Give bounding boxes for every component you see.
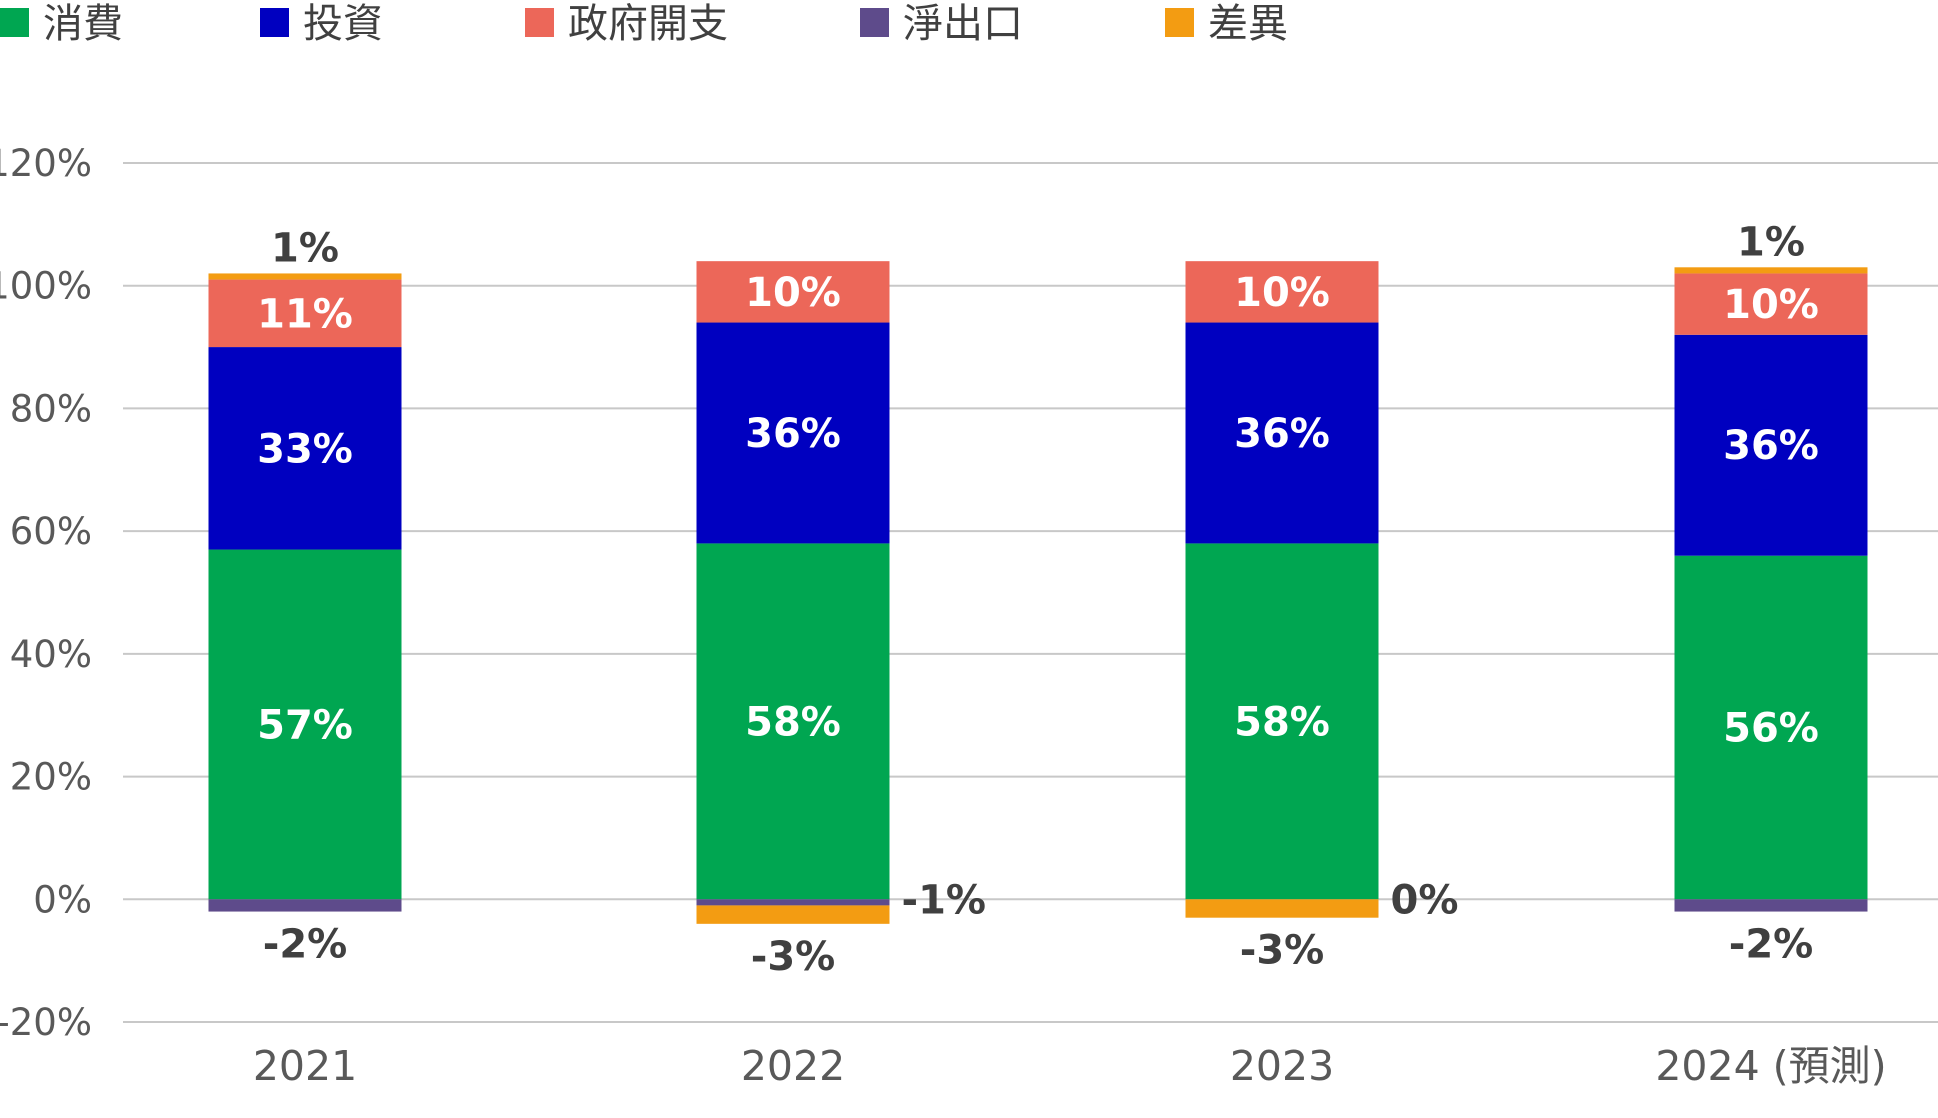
data-label-3-1: 36% [1723, 423, 1819, 469]
bar-segment-2-1 [1185, 322, 1379, 544]
bars [208, 261, 1868, 924]
data-label-3-3: -2% [1729, 922, 1814, 968]
data-label-0-3: -2% [263, 922, 348, 968]
bar-segment-3-0 [1674, 555, 1868, 900]
data-label-0-4: 1% [271, 225, 339, 271]
bar-segment-3-4 [1674, 267, 1868, 274]
data-label-2-1: 36% [1234, 411, 1330, 457]
data-label-3-2: 10% [1723, 282, 1819, 328]
bar-segment-3-1 [1674, 334, 1868, 556]
bar-segment-2-2 [1185, 261, 1379, 323]
x-tick-label: 2024 (預測) [1655, 1042, 1886, 1090]
legend-label-2: 政府開支 [568, 1, 728, 47]
bar-segment-2-0 [1185, 543, 1379, 900]
data-label-3-0: 56% [1723, 705, 1819, 751]
gridlines [123, 162, 1938, 1023]
data-label-3-4: 1% [1737, 219, 1805, 265]
data-label-2-0: 58% [1234, 699, 1330, 745]
data-label-1-0: 58% [745, 699, 841, 745]
y-tick-label: 20% [10, 756, 92, 799]
legend-swatch-3 [860, 8, 889, 37]
bar-segment-0-4 [208, 273, 402, 280]
y-tick-label: 40% [10, 633, 92, 676]
legend-label-4: 差異 [1208, 1, 1288, 47]
legend-swatch-1 [260, 8, 289, 37]
y-tick-label: 120% [0, 142, 92, 185]
bar-segment-0-3 [208, 899, 402, 912]
bar-segment-1-0 [696, 543, 890, 900]
legend-swatch-2 [525, 8, 554, 37]
x-tick-label: 2022 [741, 1042, 845, 1090]
bar-segment-0-0 [208, 549, 402, 900]
y-tick-label: 80% [10, 387, 92, 430]
bar-segment-3-2 [1674, 273, 1868, 335]
y-tick-label: 60% [10, 510, 92, 553]
data-label-0-0: 57% [257, 702, 353, 748]
y-tick-label: 100% [0, 265, 92, 308]
x-tick-label: 2021 [253, 1042, 357, 1090]
bar-segment-1-3 [696, 899, 890, 906]
data-label-0-1: 33% [257, 426, 353, 472]
data-labels: 57% 33% 11% -2% 1% 58% 36% 10% -1% -3% 58% 36% 10% 0%… [257, 219, 1819, 980]
data-label-1-4: -3% [751, 934, 836, 980]
bar-segment-1-4 [696, 905, 890, 924]
legend: 消費 投資 政府開支 淨出口 差異 [0, 1, 1288, 47]
data-label-1-3: -1% [902, 877, 987, 923]
data-label-1-1: 36% [745, 411, 841, 457]
bar-segment-0-1 [208, 347, 402, 550]
legend-label-0: 消費 [43, 1, 123, 47]
data-label-2-4: -3% [1240, 928, 1325, 974]
legend-swatch-0 [0, 8, 29, 37]
data-label-0-2: 11% [257, 291, 353, 337]
bar-segment-3-3 [1674, 899, 1868, 912]
y-tick-label: -20% [0, 1001, 92, 1044]
bar-segment-1-1 [696, 322, 890, 544]
y-axis: -20% 0% 20% 40% 60% 80% 100% 120% [0, 142, 92, 1044]
bar-segment-1-2 [696, 261, 890, 323]
data-label-2-2: 10% [1234, 270, 1330, 316]
x-tick-label: 2023 [1230, 1042, 1334, 1090]
data-label-2-3: 0% [1391, 877, 1459, 923]
bar-segment-2-4 [1185, 899, 1379, 918]
data-label-1-2: 10% [745, 270, 841, 316]
y-tick-label: 0% [33, 878, 92, 921]
x-axis: 2021 2022 2023 2024 (預測) [253, 1042, 1887, 1090]
legend-label-1: 投資 [303, 1, 383, 47]
bar-segment-0-2 [208, 279, 402, 348]
legend-label-3: 淨出口 [903, 1, 1023, 47]
legend-swatch-4 [1165, 8, 1194, 37]
